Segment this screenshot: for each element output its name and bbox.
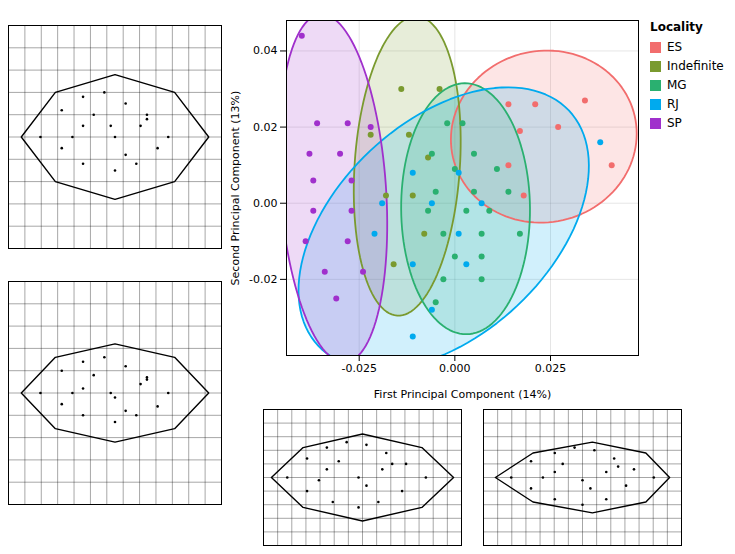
svg-text:Second Principal Component (13: Second Principal Component (13%) [229, 91, 242, 286]
svg-text:0.02: 0.02 [253, 121, 278, 134]
svg-text:-0.025: -0.025 [341, 362, 376, 375]
svg-text:-0.02: -0.02 [249, 273, 277, 286]
svg-text:First Principal Component (14%: First Principal Component (14%) [374, 388, 551, 401]
html-text:ES: ES [667, 40, 683, 54]
html-text:Locality: Locality [650, 20, 703, 34]
svg-text:0.00: 0.00 [253, 197, 278, 210]
html-text:SP: SP [667, 116, 682, 130]
html-text:Indefinite: Indefinite [667, 59, 724, 73]
svg-text:0.000: 0.000 [439, 362, 471, 375]
svg-text:0.04: 0.04 [253, 44, 278, 57]
html-text:RJ: RJ [667, 97, 679, 111]
html-text:MG: MG [667, 78, 687, 92]
svg-text:0.025: 0.025 [535, 362, 567, 375]
